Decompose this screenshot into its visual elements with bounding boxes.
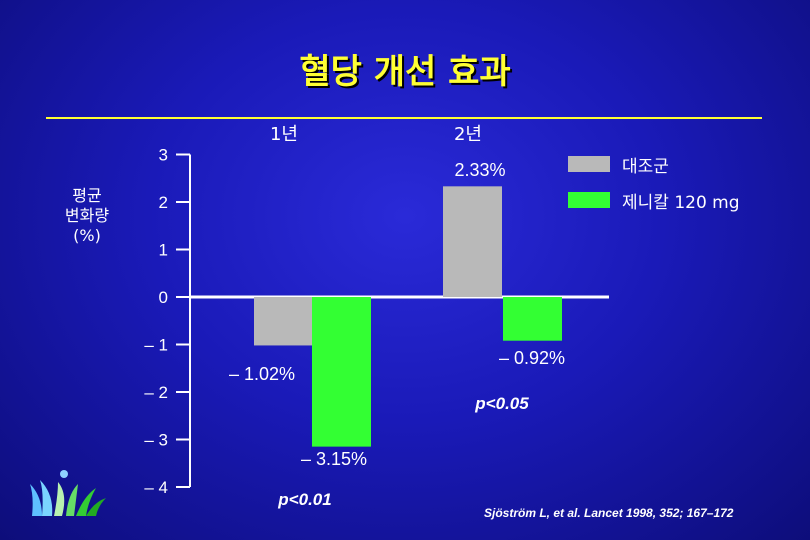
y-axis-label: 평균 변화량 (%) xyxy=(52,186,122,246)
data-label: 2.33% xyxy=(454,160,505,180)
legend-label: 대조군 xyxy=(622,156,669,177)
green-swatch-icon xyxy=(568,192,610,208)
y-tick-label: – 4 xyxy=(144,478,168,497)
data-label: – 3.15% xyxy=(301,449,367,469)
y-tick-label: – 3 xyxy=(144,431,168,450)
data-label: – 0.92% xyxy=(499,348,565,368)
y-axis-label-line: 변화량 xyxy=(64,206,110,225)
category-label: 2년 xyxy=(454,124,482,145)
y-tick-label: 3 xyxy=(159,146,168,165)
legend-label: 제니칼 120 mg xyxy=(622,192,740,213)
data-label: – 1.02% xyxy=(229,364,295,384)
legend-item-control: 대조군 xyxy=(568,152,740,177)
bar-control xyxy=(443,186,502,297)
y-tick-label: – 2 xyxy=(144,383,168,402)
p-value-annotation: p<0.05 xyxy=(474,394,529,413)
y-axis-label-line: (%) xyxy=(73,226,101,245)
title-divider xyxy=(46,117,762,119)
y-tick-label: 2 xyxy=(159,193,168,212)
gray-swatch-icon xyxy=(568,156,610,172)
bar-xenical xyxy=(503,297,562,341)
legend-item-xenical: 제니칼 120 mg xyxy=(568,188,740,213)
page-title: 혈당 개선 효과 xyxy=(299,52,511,92)
category-label: 1년 xyxy=(270,124,298,145)
y-tick-label: 0 xyxy=(159,288,168,307)
legend: 대조군 제니칼 120 mg xyxy=(568,152,740,224)
bar-control xyxy=(254,297,313,346)
leaf-logo-icon xyxy=(30,470,106,516)
bar-xenical xyxy=(312,297,371,447)
y-axis-label-line: 평균 xyxy=(72,186,102,205)
y-tick-label: 1 xyxy=(159,241,168,260)
citation: Sjöström L, et al. Lancet 1998, 352; 167… xyxy=(484,506,734,520)
y-tick-label: – 1 xyxy=(144,336,168,355)
p-value-annotation: p<0.01 xyxy=(277,490,331,509)
